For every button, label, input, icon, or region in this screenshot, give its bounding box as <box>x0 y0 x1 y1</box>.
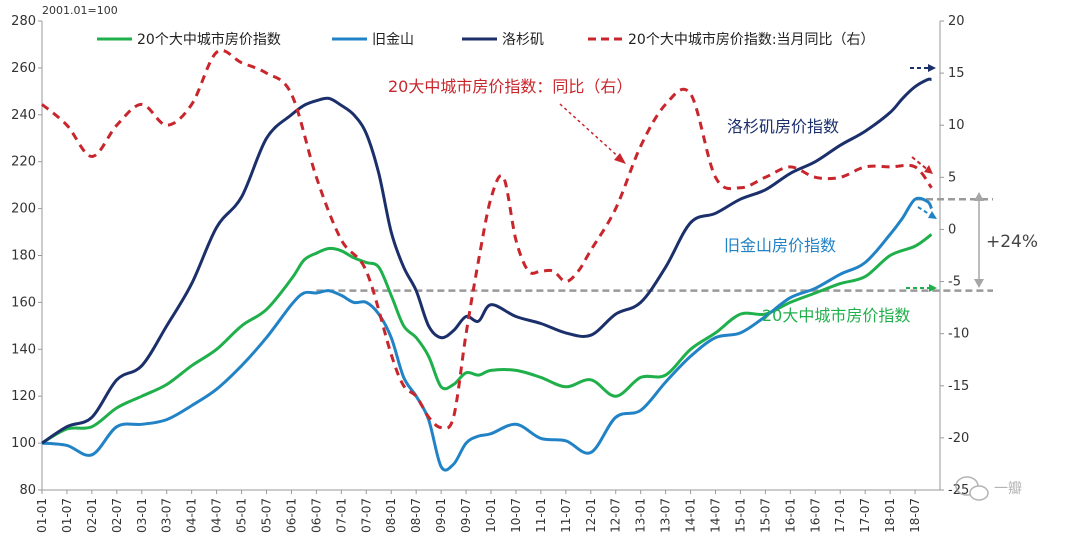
right-tick-label: -10 <box>948 327 969 342</box>
watermark: 一瓣 <box>955 476 1022 501</box>
series-composite-line <box>41 233 933 445</box>
x-tick-label: 06-01 <box>284 498 298 533</box>
left-axis-ticks: 80 100 120 140 160 180 200 220 240 260 280 <box>11 14 42 498</box>
x-tick-label: 03-01 <box>135 498 149 533</box>
x-tick-label: 11-01 <box>534 498 548 533</box>
legend-label-sf: 旧金山 <box>372 32 414 48</box>
change-label: +24% <box>986 232 1038 252</box>
right-tick-label: -5 <box>948 275 961 290</box>
composite-end-arrowhead <box>929 284 937 292</box>
change-bracket-bottom-arrow <box>974 279 984 288</box>
x-tick-label: 15-01 <box>733 498 747 533</box>
x-axis-ticks: 01-01 01-07 02-01 02-07 03-01 03-07 04-01 04-07… <box>35 490 922 533</box>
annotation-la: 洛杉矶房价指数 <box>727 117 839 136</box>
right-tick-label: 20 <box>948 14 965 29</box>
left-tick-label: 180 <box>11 249 36 264</box>
left-tick-label: 120 <box>11 389 36 404</box>
series-sf-line <box>41 196 933 472</box>
left-tick-label: 220 <box>11 155 36 170</box>
right-tick-label: -15 <box>948 379 969 394</box>
right-tick-label: -20 <box>948 431 969 446</box>
x-tick-label: 04-07 <box>210 498 224 533</box>
right-tick-label: 15 <box>948 66 965 81</box>
right-tick-label: -25 <box>948 483 969 498</box>
unit-label: 2001.01=100 <box>42 4 118 17</box>
x-tick-label: 14-01 <box>684 498 698 533</box>
x-tick-label: 15-07 <box>758 498 772 533</box>
wechat-icon-bubble <box>969 485 989 501</box>
series-la-line <box>41 77 932 445</box>
x-tick-label: 09-01 <box>434 498 448 533</box>
legend: 20个大中城市房价指数 旧金山 洛杉矶 20个大中城市房价指数:当月同比（右） <box>97 31 875 48</box>
sf-end-arrow <box>917 206 933 217</box>
x-tick-label: 18-07 <box>908 498 922 533</box>
annotation-yoy-arrowhead <box>614 153 626 164</box>
yoy-end-arrowhead <box>924 165 933 174</box>
series-yoy-line <box>41 48 933 430</box>
x-tick-label: 16-07 <box>808 498 822 533</box>
x-tick-label: 02-01 <box>85 498 99 533</box>
watermark-text: 一瓣 <box>994 481 1022 497</box>
x-tick-label: 05-01 <box>235 498 249 533</box>
reference-lines <box>316 197 993 292</box>
annotation-sf: 旧金山房价指数 <box>724 236 836 255</box>
x-tick-label: 18-01 <box>883 498 897 533</box>
left-tick-label: 240 <box>11 108 36 123</box>
x-tick-label: 10-01 <box>484 498 498 533</box>
legend-label-la: 洛杉矶 <box>502 32 544 48</box>
x-tick-label: 10-07 <box>509 498 523 533</box>
sf-end-arrowhead <box>928 211 937 219</box>
x-tick-label: 12-07 <box>609 498 623 533</box>
x-tick-label: 13-01 <box>634 498 648 533</box>
x-tick-label: 08-01 <box>384 498 398 533</box>
x-tick-label: 17-01 <box>833 498 847 533</box>
x-tick-label: 16-01 <box>783 498 797 533</box>
left-tick-label: 280 <box>11 14 36 29</box>
left-tick-label: 80 <box>19 483 36 498</box>
x-tick-label: 03-07 <box>160 498 174 533</box>
x-tick-label: 11-07 <box>559 498 573 533</box>
x-tick-label: 13-07 <box>659 498 673 533</box>
x-tick-label: 07-01 <box>334 498 348 533</box>
x-tick-label: 06-07 <box>309 498 323 533</box>
right-tick-label: 10 <box>948 118 965 133</box>
right-tick-label: 0 <box>948 222 956 237</box>
left-tick-label: 140 <box>11 342 36 357</box>
x-tick-label: 01-01 <box>35 498 49 533</box>
left-tick-label: 260 <box>11 61 36 76</box>
x-tick-label: 17-07 <box>858 498 872 533</box>
annotation-yoy-pointer <box>559 103 623 161</box>
x-tick-label: 02-07 <box>110 498 124 533</box>
x-tick-label: 09-07 <box>459 498 473 533</box>
x-tick-label: 07-07 <box>359 498 373 533</box>
right-tick-label: 5 <box>948 170 956 185</box>
annotation-composite: 20大中城市房价指数 <box>762 306 910 325</box>
x-tick-label: 12-01 <box>584 498 598 533</box>
left-tick-label: 200 <box>11 202 36 217</box>
x-tick-label: 08-07 <box>409 498 423 533</box>
x-tick-label: 04-01 <box>185 498 199 533</box>
left-tick-label: 160 <box>11 295 36 310</box>
change-bracket-top-arrow <box>974 192 984 201</box>
annotation-yoy: 20大中城市房价指数：同比（右） <box>388 77 632 96</box>
left-tick-label: 100 <box>11 436 36 451</box>
x-tick-label: 14-07 <box>709 498 723 533</box>
x-tick-label: 05-07 <box>260 498 274 533</box>
yoy-end-arrow <box>911 156 929 171</box>
x-tick-label: 01-07 <box>60 498 74 533</box>
legend-label-yoy: 20个大中城市房价指数:当月同比（右） <box>628 31 875 48</box>
la-end-arrowhead <box>928 64 936 72</box>
legend-label-composite: 20个大中城市房价指数 <box>137 31 281 48</box>
series-layer <box>41 48 933 472</box>
